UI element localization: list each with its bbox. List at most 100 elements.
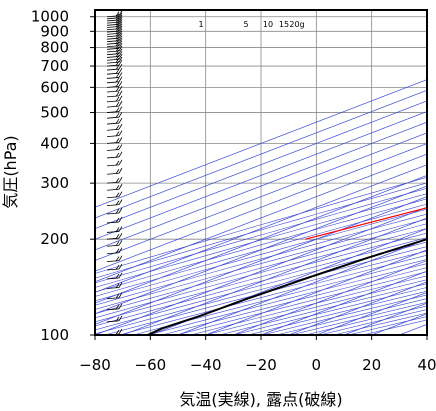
wind-barb-staff bbox=[106, 45, 120, 48]
wind-barb bbox=[106, 10, 123, 18]
wind-barb bbox=[106, 33, 123, 40]
wind-barb-flag bbox=[118, 25, 123, 32]
wind-barb-flag bbox=[118, 191, 123, 197]
wind-barb-flag bbox=[115, 60, 120, 66]
wind-barb-staff bbox=[106, 188, 120, 191]
wind-barb bbox=[106, 292, 123, 300]
wind-barb bbox=[106, 303, 123, 311]
wind-barb-staff bbox=[106, 297, 120, 300]
wind-barb-flag bbox=[118, 100, 123, 107]
wind-barb-flag bbox=[115, 44, 120, 50]
wind-barb-flag bbox=[118, 106, 123, 112]
wind-barb-flag bbox=[115, 152, 120, 158]
y-tick-label: 400 bbox=[40, 134, 69, 152]
wind-barb bbox=[106, 43, 123, 50]
wind-barb-flag bbox=[118, 151, 123, 158]
wind-barb-staff bbox=[106, 26, 120, 28]
wind-barb bbox=[106, 216, 123, 224]
isotherm-line bbox=[95, 164, 427, 293]
wind-barb-flag bbox=[115, 273, 120, 279]
wind-barb-staff bbox=[106, 23, 120, 26]
wind-barb-flag bbox=[118, 247, 123, 253]
wind-barb-flag bbox=[115, 41, 120, 47]
wind-barb-flag bbox=[115, 264, 120, 270]
wind-barb-staff bbox=[106, 72, 120, 75]
wind-barb-staff bbox=[106, 156, 120, 159]
wind-barb-flag bbox=[118, 272, 123, 279]
wind-barb-flag bbox=[115, 145, 120, 151]
chart-series bbox=[95, 10, 427, 335]
wind-barb-flag bbox=[118, 263, 123, 270]
wind-barb bbox=[106, 59, 123, 67]
wind-barb-staff bbox=[106, 111, 120, 113]
isotherm-line bbox=[399, 323, 427, 335]
wind-barb-flag bbox=[115, 283, 120, 289]
wind-barb-flag bbox=[115, 241, 120, 247]
wind-barb-flag bbox=[115, 112, 120, 118]
wind-barb bbox=[106, 226, 123, 233]
wind-barb-staff bbox=[106, 100, 120, 103]
wind-barb-staff bbox=[106, 33, 120, 35]
wind-barb-flag bbox=[115, 304, 120, 310]
wind-barb-flag bbox=[118, 95, 123, 102]
wind-barb-staff bbox=[106, 19, 120, 22]
y-tick-label: 900 bbox=[40, 22, 69, 40]
mixing-ratio-label: 20g bbox=[289, 20, 304, 29]
wind-barb-flag bbox=[115, 293, 120, 299]
wind-barb-flag bbox=[118, 76, 123, 83]
wind-barb-flag bbox=[118, 16, 123, 23]
y-tick-label: 600 bbox=[40, 78, 69, 96]
wind-barb bbox=[106, 85, 123, 93]
wind-barb bbox=[106, 144, 123, 151]
isotherm-line bbox=[95, 121, 427, 251]
wind-barb bbox=[106, 45, 123, 53]
wind-barb bbox=[106, 199, 123, 207]
wind-barb-staff bbox=[106, 61, 120, 64]
wind-barb-flag bbox=[118, 35, 123, 41]
wind-barb-flag bbox=[115, 57, 120, 63]
dry-adiabat-line bbox=[95, 182, 427, 279]
isotherm-line bbox=[95, 79, 427, 208]
temperature-curve bbox=[147, 238, 427, 335]
dry-adiabat-line bbox=[147, 263, 427, 335]
wind-barb-staff bbox=[106, 212, 120, 215]
wind-barb-staff bbox=[106, 287, 120, 289]
dry-adiabat-line bbox=[162, 267, 427, 335]
mixing-ratio-label: 1 bbox=[198, 20, 203, 29]
wind-barb-staff bbox=[106, 21, 120, 24]
wind-barb-staff bbox=[106, 47, 120, 50]
wind-barb-flag bbox=[118, 159, 123, 166]
wind-barb bbox=[106, 19, 123, 26]
wind-barb-flag bbox=[115, 17, 120, 23]
wind-barb bbox=[106, 207, 123, 215]
wind-barb bbox=[106, 76, 123, 84]
wind-barb-staff bbox=[106, 85, 120, 88]
wind-barb bbox=[106, 40, 123, 48]
isotherm-line bbox=[260, 270, 427, 335]
wind-barb-staff bbox=[106, 181, 120, 184]
isotherm-line bbox=[205, 249, 427, 335]
wind-barb bbox=[106, 37, 123, 45]
wind-barb-staff bbox=[106, 68, 120, 71]
wind-barb-flag bbox=[118, 216, 123, 223]
wind-barb bbox=[106, 67, 123, 75]
wind-barb-staff bbox=[106, 172, 120, 175]
wind-barb-flag bbox=[118, 59, 123, 66]
wind-barb-flag bbox=[118, 303, 123, 310]
wind-barb-flag bbox=[115, 68, 120, 74]
wind-barb-flag bbox=[115, 192, 120, 198]
wind-barb bbox=[106, 232, 123, 240]
wind-barb-flag bbox=[118, 51, 123, 57]
x-tick-label: 40 bbox=[417, 356, 436, 374]
wind-barb-flag bbox=[115, 31, 120, 37]
wind-barb bbox=[106, 137, 123, 144]
dry-adiabat-line bbox=[290, 302, 427, 335]
wind-barb-flag bbox=[115, 82, 120, 88]
isotherm-line bbox=[343, 302, 427, 335]
wind-barb bbox=[106, 28, 123, 35]
wind-barb bbox=[106, 159, 123, 167]
wind-barb-flag bbox=[118, 33, 123, 39]
dry-adiabat-line bbox=[348, 316, 427, 335]
wind-barb-staff bbox=[106, 50, 120, 53]
wind-barb-flag bbox=[115, 73, 120, 79]
